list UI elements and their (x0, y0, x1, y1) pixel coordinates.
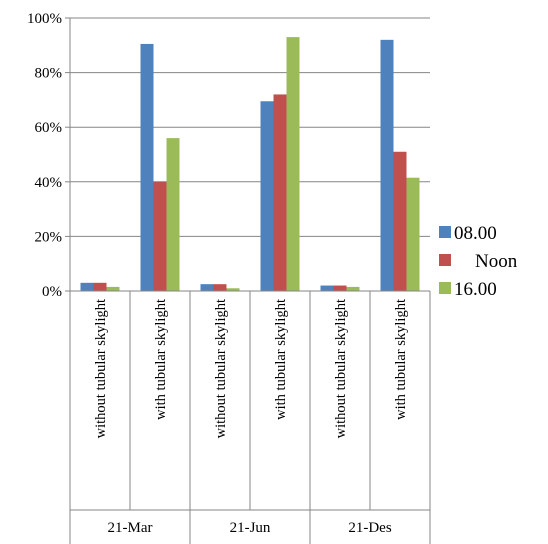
bar-noon-1 (153, 181, 167, 291)
y-tick-label: 20% (35, 229, 63, 245)
axes (65, 17, 431, 544)
group-label: 21-Des (348, 520, 391, 536)
bar-noon-2 (213, 284, 227, 291)
bar-08-00-3 (260, 101, 274, 291)
group-labels: 21-Mar 21-Jun 21-Des (108, 520, 392, 536)
bar-08-00-5 (380, 39, 394, 292)
category-label: with tubular skylight (273, 299, 289, 420)
bar-16-00-5 (406, 177, 420, 291)
category-labels: without tubular skylight with tubular sky… (93, 299, 409, 438)
y-tick-label: 80% (35, 66, 63, 82)
y-tick-label: 100% (27, 11, 62, 27)
bar-08-00-2 (200, 284, 214, 291)
category-label: with tubular skylight (393, 299, 409, 420)
bar-08-00-0 (80, 282, 94, 291)
bar-16-00-1 (166, 138, 180, 291)
y-tick-label: 60% (35, 120, 63, 136)
y-tick-label: 40% (35, 175, 63, 191)
legend-swatch (439, 226, 451, 238)
bar-noon-4 (333, 285, 347, 291)
bars (80, 37, 420, 292)
bar-16-00-2 (226, 288, 240, 291)
legend-swatch (439, 282, 451, 294)
y-axis-ticks: 0% 20% 40% 60% 80% 100% (27, 11, 62, 300)
bar-16-00-0 (106, 286, 120, 291)
category-label: without tubular skylight (333, 299, 349, 438)
legend-label: 16.00 (454, 279, 497, 300)
category-label: without tubular skylight (93, 299, 109, 438)
legend-swatch (439, 254, 451, 266)
bar-16-00-4 (346, 286, 360, 291)
bar-16-00-3 (286, 37, 300, 291)
bar-noon-3 (273, 94, 287, 291)
y-tick-label: 0% (42, 284, 62, 300)
category-label: with tubular skylight (153, 299, 169, 420)
legend: 08.00 Noon 16.00 (439, 223, 518, 300)
category-label: without tubular skylight (213, 299, 229, 438)
bar-noon-5 (393, 151, 407, 291)
legend-label: Noon (475, 251, 518, 272)
group-label: 21-Mar (108, 520, 153, 536)
legend-label: 08.00 (454, 223, 497, 244)
bar-08-00-4 (320, 285, 334, 291)
bar-noon-0 (93, 282, 107, 291)
bar-08-00-1 (140, 43, 154, 292)
group-label: 21-Jun (230, 520, 271, 536)
gridlines (70, 17, 430, 237)
